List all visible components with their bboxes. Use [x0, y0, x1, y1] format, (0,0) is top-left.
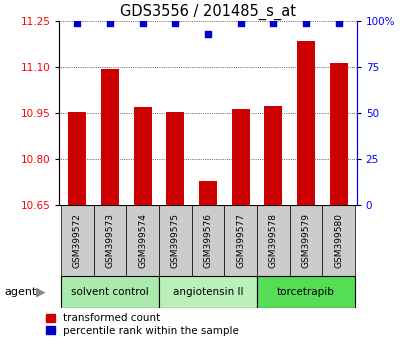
Bar [68, 112, 86, 205]
Bar [61, 276, 159, 308]
Text: GSM399578: GSM399578 [268, 213, 277, 268]
Bar [94, 205, 126, 276]
Bar [329, 63, 347, 205]
Text: GSM399573: GSM399573 [106, 213, 114, 268]
Point [74, 20, 81, 26]
Bar [61, 205, 94, 276]
Text: solvent control: solvent control [71, 287, 148, 297]
Bar [256, 205, 289, 276]
Bar [101, 69, 119, 205]
Bar [231, 109, 249, 205]
Point [270, 20, 276, 26]
Bar [159, 276, 256, 308]
Point [139, 20, 146, 26]
Bar [297, 41, 314, 205]
Text: GSM399576: GSM399576 [203, 213, 212, 268]
Text: GSM399579: GSM399579 [301, 213, 310, 268]
Text: GSM399577: GSM399577 [236, 213, 245, 268]
Point [204, 31, 211, 37]
Title: GDS3556 / 201485_s_at: GDS3556 / 201485_s_at [120, 4, 295, 20]
Text: GSM399574: GSM399574 [138, 213, 147, 268]
Bar [133, 107, 151, 205]
Point [302, 20, 309, 26]
Text: torcetrapib: torcetrapib [276, 287, 334, 297]
Bar [199, 181, 216, 205]
Text: agent: agent [4, 287, 36, 297]
Bar [126, 205, 159, 276]
Text: ▶: ▶ [36, 286, 45, 298]
Bar [191, 205, 224, 276]
Bar [224, 205, 256, 276]
Text: GSM399575: GSM399575 [171, 213, 180, 268]
Text: GSM399572: GSM399572 [73, 213, 82, 268]
Point [106, 20, 113, 26]
Text: angiotensin II: angiotensin II [173, 287, 243, 297]
Point [335, 20, 341, 26]
Bar [289, 205, 321, 276]
Point [172, 20, 178, 26]
Bar [256, 276, 354, 308]
Bar [159, 205, 191, 276]
Text: GSM399580: GSM399580 [333, 213, 342, 268]
Point [237, 20, 243, 26]
Legend: transformed count, percentile rank within the sample: transformed count, percentile rank withi… [46, 313, 238, 336]
Bar [264, 105, 282, 205]
Bar [321, 205, 354, 276]
Bar [166, 112, 184, 205]
